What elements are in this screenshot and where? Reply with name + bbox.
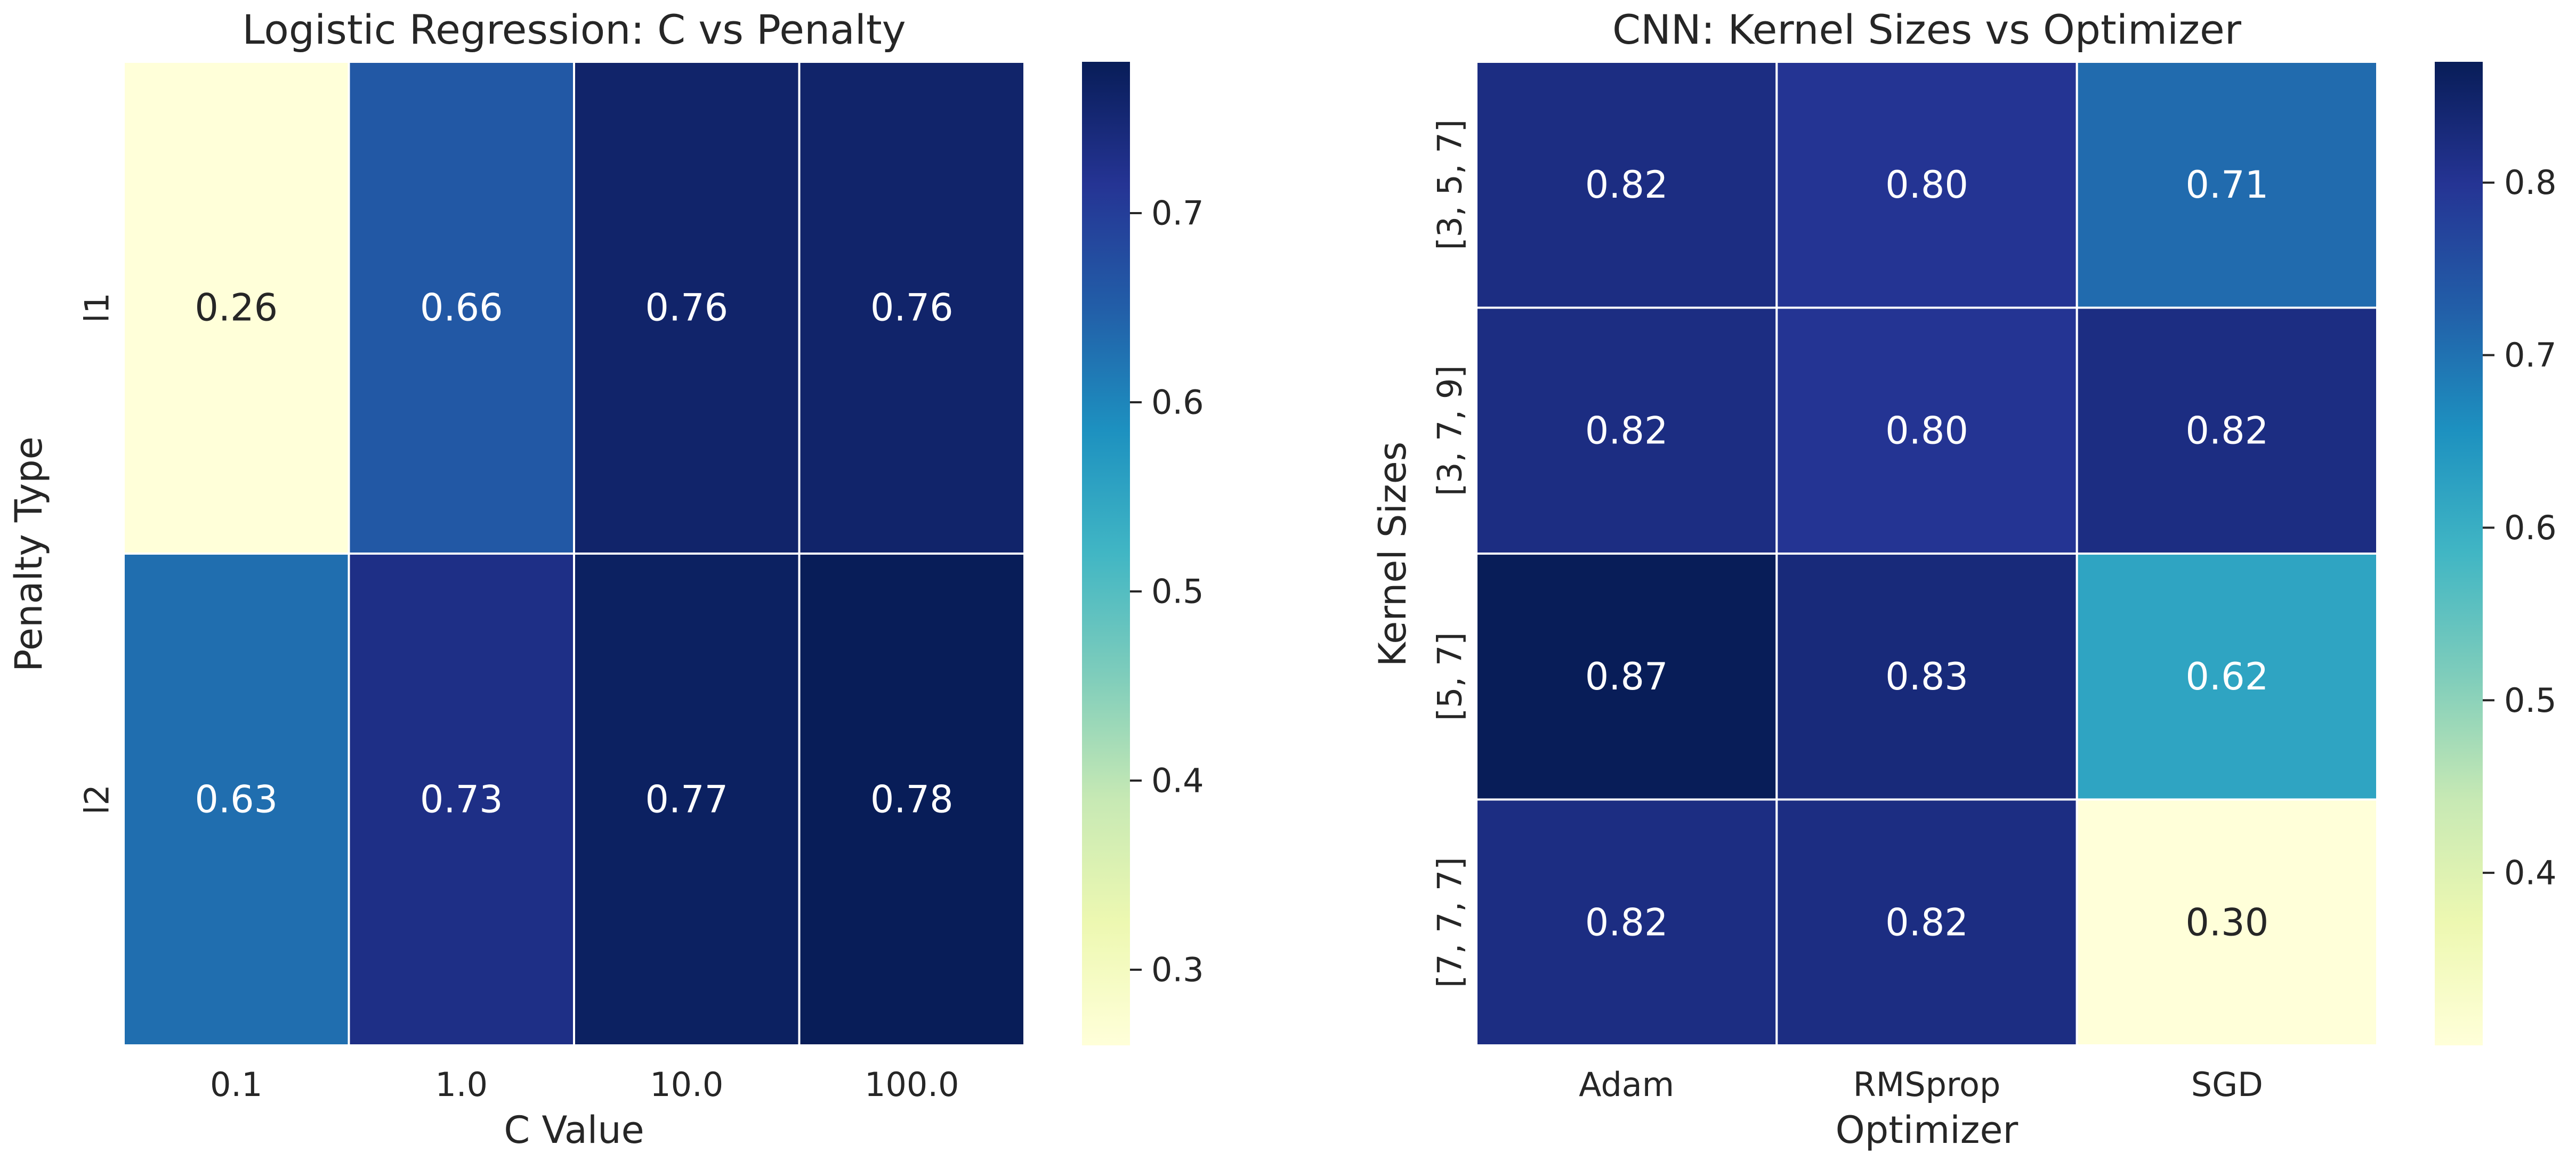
- colorbar-tick-label: 0.6: [2504, 508, 2557, 547]
- cell-value-label: 0.73: [420, 778, 503, 822]
- colorbar-ticks: 0.4 0.5 0.6 0.7 0.8: [2483, 163, 2557, 892]
- x-axis-label: C Value: [504, 1108, 644, 1152]
- cell-value-label: 0.78: [870, 778, 954, 822]
- cell-value-label: 0.87: [1585, 655, 1668, 699]
- colorbar-tick-label: 0.6: [1151, 383, 1204, 422]
- colorbar-tick-label: 0.5: [2504, 681, 2557, 720]
- y-tick-labels: [3, 5, 7] [3, 7, 9] [5, 7] [7, 7, 7]: [1431, 119, 1469, 988]
- heatmap-cell: [2076, 798, 2379, 1046]
- colorbar-tick-label: 0.7: [2504, 336, 2557, 375]
- x-tick-label: 10.0: [650, 1065, 723, 1104]
- colorbar-ticks: 0.3 0.4 0.5 0.6 0.7: [1130, 194, 1204, 989]
- y-tick-label: [5, 7]: [1431, 632, 1469, 721]
- cell-value-label: 0.77: [645, 778, 728, 822]
- cell-value-label: 0.80: [1885, 163, 1968, 207]
- y-tick-label: l2: [78, 784, 117, 815]
- cell-value-label: 0.82: [1585, 163, 1668, 207]
- x-tick-label: SGD: [2191, 1065, 2263, 1104]
- heatmap-cell: [798, 61, 1025, 555]
- heatmap-cell: [2076, 306, 2379, 555]
- heatmap-cell: [1475, 798, 1778, 1046]
- heatmap-cell: [123, 553, 350, 1046]
- colorbar-tick-label: 0.4: [1151, 761, 1204, 800]
- y-tick-labels: l1 l2: [78, 293, 117, 815]
- cell-value-label: 0.82: [1885, 900, 1968, 944]
- heatmap-cell: [2076, 553, 2379, 801]
- heatmap-cell: [1475, 61, 1778, 309]
- heatmap-cells: 0.26 0.66 0.76 0.76 0.63 0.73 0.77 0.78: [123, 61, 1025, 1046]
- chart-title: CNN: Kernel Sizes vs Optimizer: [1612, 6, 2242, 53]
- cell-value-label: 0.83: [1885, 655, 1968, 699]
- colorbar-tick-label: 0.7: [1151, 194, 1204, 233]
- heatmap-cells: 0.82 0.80 0.71 0.82 0.80 0.82 0.87 0.83 0.62 0.82…: [1475, 61, 2379, 1046]
- heatmap-cell: [573, 553, 801, 1046]
- colorbar-tick-label: 0.8: [2504, 163, 2557, 202]
- y-tick-label: [3, 5, 7]: [1431, 119, 1469, 250]
- colorbar-tick-label: 0.3: [1151, 951, 1204, 989]
- x-axis-label: Optimizer: [1836, 1108, 2018, 1152]
- heatmap-cell: [573, 61, 801, 555]
- heatmap-panel-logistic: Logistic Regression: C vs Penalty 0.26 0.…: [7, 6, 1204, 1152]
- cell-value-label: 0.30: [2185, 900, 2268, 944]
- x-tick-label: 1.0: [435, 1065, 488, 1104]
- chart-title: Logistic Regression: C vs Penalty: [242, 6, 906, 53]
- cell-value-label: 0.76: [645, 286, 728, 330]
- heatmap-cell: [1775, 61, 2078, 309]
- heatmap-cell: [348, 553, 575, 1046]
- cell-value-label: 0.82: [1585, 900, 1668, 944]
- heatmap-cell: [2076, 61, 2379, 309]
- heatmap-cell: [1775, 553, 2078, 801]
- y-tick-label: [7, 7, 7]: [1431, 857, 1469, 988]
- heatmap-panel-cnn: CNN: Kernel Sizes vs Optimizer 0.82 0.80 0…: [1371, 6, 2557, 1152]
- colorbar-tick-label: 0.5: [1151, 572, 1204, 611]
- cell-value-label: 0.71: [2185, 163, 2268, 207]
- y-tick-label: l1: [78, 293, 117, 323]
- heatmap-cell: [123, 61, 350, 555]
- cell-value-label: 0.63: [195, 778, 278, 822]
- cell-value-label: 0.82: [1585, 409, 1668, 452]
- y-axis-label: Kernel Sizes: [1371, 442, 1415, 667]
- x-tick-label: 100.0: [865, 1065, 959, 1104]
- cell-value-label: 0.62: [2185, 655, 2268, 699]
- x-tick-labels: 0.1 1.0 10.0 100.0: [210, 1065, 959, 1104]
- cell-value-label: 0.82: [2185, 409, 2268, 452]
- x-tick-label: 0.1: [210, 1065, 263, 1104]
- heatmap-cell: [348, 61, 575, 555]
- cell-value-label: 0.26: [195, 286, 278, 330]
- cell-value-label: 0.80: [1885, 409, 1968, 452]
- heatmap-cell: [798, 553, 1025, 1046]
- cell-value-label: 0.76: [870, 286, 954, 330]
- x-tick-label: RMSprop: [1853, 1065, 2001, 1104]
- heatmap-cell: [1475, 553, 1778, 801]
- colorbar-tick-label: 0.4: [2504, 854, 2557, 892]
- x-tick-labels: Adam RMSprop SGD: [1579, 1065, 2263, 1104]
- heatmap-cell: [1775, 798, 2078, 1046]
- x-tick-label: Adam: [1579, 1065, 1674, 1104]
- colorbar: [1082, 62, 1130, 1045]
- colorbar: [2435, 62, 2483, 1045]
- y-tick-label: [3, 7, 9]: [1431, 365, 1469, 496]
- y-axis-label: Penalty Type: [7, 436, 51, 671]
- cell-value-label: 0.66: [420, 286, 503, 330]
- heatmap-cell: [1775, 306, 2078, 555]
